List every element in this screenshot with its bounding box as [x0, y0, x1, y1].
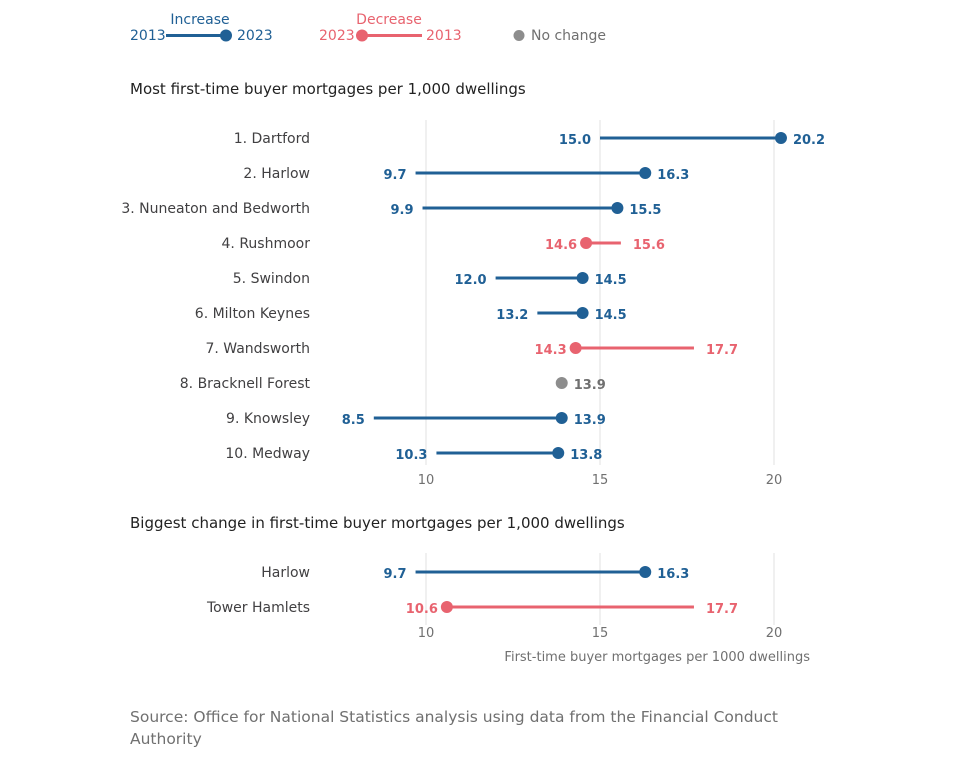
value-label-low: 13.2	[496, 308, 528, 323]
value-label-high: 13.9	[574, 413, 606, 428]
legend-decrease-title: Decrease	[356, 12, 422, 28]
legend-increase-title: Increase	[170, 12, 229, 28]
x-tick-label: 10	[418, 473, 435, 488]
x-tick-label: 15	[592, 473, 609, 488]
legend-decrease-to: 2013	[426, 28, 462, 44]
value-label-high: 20.2	[793, 133, 825, 148]
row-label: 7. Wandsworth	[205, 341, 310, 357]
dot-2023	[639, 167, 652, 179]
dumbbell-chart: Increase 2013 2023 Decrease 2023 2013 No…	[121, 12, 825, 665]
row-label: Harlow	[261, 565, 310, 581]
x-axis-label: First-time buyer mortgages per 1000 dwel…	[504, 650, 810, 665]
value-label-high: 15.6	[633, 238, 665, 253]
value-label-high: 17.7	[706, 602, 738, 617]
row-label: 10. Medway	[225, 446, 310, 462]
x-tick-label: 20	[766, 626, 783, 641]
row-label: 8. Bracknell Forest	[180, 376, 311, 392]
dot-2023	[440, 601, 453, 613]
dot-2023	[580, 237, 593, 249]
dot-2023	[552, 447, 565, 459]
value-label-low: 14.3	[535, 343, 567, 358]
x-tick-label: 10	[418, 626, 435, 641]
value-label-high: 17.7	[706, 343, 738, 358]
value-label-high: 16.3	[657, 567, 689, 582]
source-note: Source: Office for National Statistics a…	[130, 708, 778, 748]
row-label: 9. Knowsley	[226, 411, 310, 427]
legend-decrease-from: 2023	[319, 28, 355, 44]
legend-increase-from: 2013	[130, 28, 166, 44]
legend: Increase 2013 2023 Decrease 2023 2013 No…	[130, 12, 606, 44]
row-label: 4. Rushmoor	[222, 236, 311, 252]
x-tick-label: 20	[766, 473, 783, 488]
panel2-title: Biggest change in first-time buyer mortg…	[130, 514, 625, 532]
value-label-low: 15.0	[559, 133, 591, 148]
value-label-low: 9.7	[384, 567, 407, 582]
value-label-low: 12.0	[455, 273, 487, 288]
value-label-low: 14.6	[545, 238, 577, 253]
value-label-high: 13.8	[570, 448, 602, 463]
dot-2023	[639, 566, 652, 578]
value-label-high: 16.3	[657, 168, 689, 183]
row-label: 3. Nuneaton and Bedworth	[121, 201, 310, 217]
row-label: 1. Dartford	[234, 131, 310, 147]
row-label: 5. Swindon	[233, 271, 310, 287]
row-label: Tower Hamlets	[206, 600, 310, 616]
dot-2023	[774, 132, 787, 144]
dot-2023	[576, 272, 589, 284]
legend-increase-to: 2023	[237, 28, 273, 44]
panel2-plot: 10 15 20 Harlow 9.7 16.3 Tower Hamlets 10.6 17.7	[206, 553, 782, 641]
panel1-title: Most first-time buyer mortgages per 1,00…	[130, 80, 526, 98]
legend-nochange-dot	[513, 30, 525, 41]
value-label-low: 9.9	[390, 203, 413, 218]
legend-increase-dot	[220, 29, 232, 42]
dot-2023	[576, 307, 589, 319]
dot-2023	[611, 202, 624, 214]
value-label-low: 10.6	[406, 602, 438, 617]
row-label: 2. Harlow	[243, 166, 310, 182]
value-label-high: 14.5	[595, 273, 627, 288]
value-label: 13.9	[574, 378, 606, 393]
dot-2023	[569, 342, 582, 354]
value-label-low: 10.3	[395, 448, 427, 463]
x-tick-label: 15	[592, 626, 609, 641]
dot-2023	[555, 377, 568, 389]
legend-decrease-dot	[356, 29, 368, 42]
row-label: 6. Milton Keynes	[195, 306, 310, 322]
panel1-plot: 10 15 20 1. Dartford 15.0 20.2 2. Harlow 9.7 16.…	[121, 120, 825, 488]
value-label-high: 14.5	[595, 308, 627, 323]
dot-2023	[555, 412, 568, 424]
legend-nochange-label: No change	[531, 28, 606, 44]
value-label-high: 15.5	[629, 203, 661, 218]
value-label-low: 9.7	[384, 168, 407, 183]
value-label-low: 8.5	[342, 413, 365, 428]
